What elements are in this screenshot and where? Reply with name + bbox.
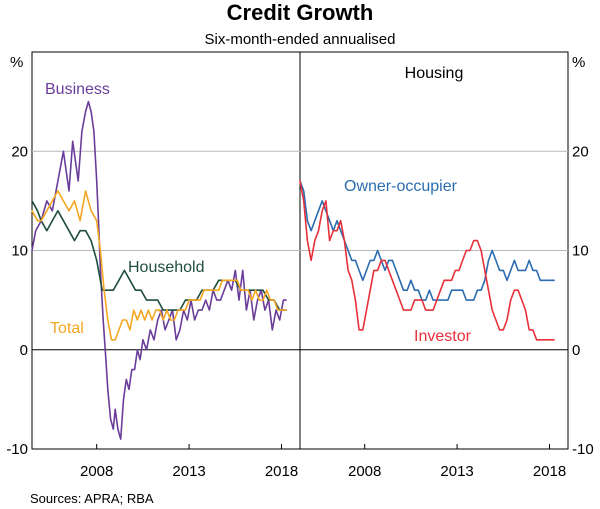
left-panel-series [31,100,287,440]
x-axis-ticks: 2008 2013 2018 2008 2013 2018 [80,444,566,480]
y-tick-left-0: 0 [20,342,28,359]
left-unit-label: % [10,54,23,71]
y-tick-left-20: 20 [11,143,28,160]
y-tick-left-10: 10 [11,243,28,260]
housing-panel-title: Housing [405,65,464,82]
y-tick-right--10: -10 [572,441,594,458]
y-tick-right-20: 20 [572,143,589,160]
x-tick-label-left-2013: 2013 [172,463,205,480]
investor-series-label: Investor [414,328,472,345]
household-series-label: Household [128,259,205,276]
y-tick-right-0: 0 [572,342,580,359]
gridlines [32,150,568,251]
y-tick-left--10: -10 [6,441,28,458]
chart-title: Credit Growth [227,0,374,25]
x-tick-label-left-2008: 2008 [80,463,113,480]
business-series-label: Business [45,81,110,98]
household-series-line [31,200,287,311]
investor-series-line [299,180,555,341]
total-series-label: Total [50,320,84,337]
right-y-axis-ticks: -10 0 10 20 [572,143,594,458]
x-tick-label-right-2013: 2013 [440,463,473,480]
left-y-axis-ticks: -10 0 10 20 [6,143,28,458]
x-tick-label-right-2018: 2018 [533,463,566,480]
chart-subtitle: Six-month-ended annualised [205,31,396,48]
x-tick-label-left-2018: 2018 [265,463,298,480]
total-series-line [31,190,287,341]
x-tick-label-right-2008: 2008 [348,463,381,480]
owner-occupier-series-label: Owner-occupier [344,178,458,195]
right-panel-series [299,180,555,341]
business-series-line [31,100,287,440]
owner-occupier-series-line [299,180,555,301]
source-note: Sources: APRA; RBA [30,491,154,506]
right-unit-label: % [572,54,585,71]
y-tick-right-10: 10 [572,243,589,260]
